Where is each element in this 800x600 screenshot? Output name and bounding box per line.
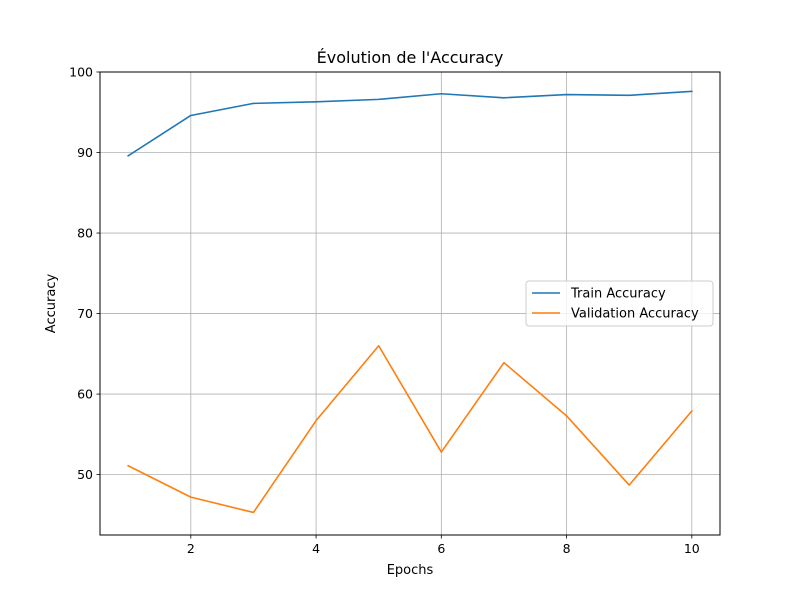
- legend: Train Accuracy Validation Accuracy: [525, 280, 714, 327]
- plot-frame: [99, 71, 721, 536]
- x-axis-title: Epochs: [387, 563, 434, 578]
- y-tick-label-100: 100: [69, 65, 93, 80]
- x-tick-label-2: 2: [187, 541, 195, 556]
- series-line-train-accuracy: [127, 90, 693, 157]
- y-tick-label-60: 60: [77, 387, 93, 402]
- y-tick-label-70: 70: [77, 306, 93, 321]
- y-axis-title: Accuracy: [44, 274, 59, 334]
- x-tick-label-6: 6: [437, 541, 445, 556]
- legend-label-train-accuracy: Train Accuracy: [570, 287, 666, 302]
- legend-label-validation-accuracy: Validation Accuracy: [571, 307, 699, 322]
- y-tick-label-50: 50: [77, 467, 93, 482]
- legend-box: [525, 280, 714, 327]
- y-tick-label-90: 90: [77, 145, 93, 160]
- chart-title: Évolution de l'Accuracy: [317, 48, 504, 67]
- y-tick-label-80: 80: [77, 226, 93, 241]
- series-lines: [127, 90, 693, 514]
- x-tick-label-10: 10: [684, 541, 700, 556]
- series-line-validation-accuracy: [127, 344, 693, 514]
- x-tick-label-4: 4: [312, 541, 320, 556]
- axis-ticks: 2 4 6 8 10 50 60 70 80 90 100: [69, 65, 700, 557]
- x-tick-label-8: 8: [563, 541, 571, 556]
